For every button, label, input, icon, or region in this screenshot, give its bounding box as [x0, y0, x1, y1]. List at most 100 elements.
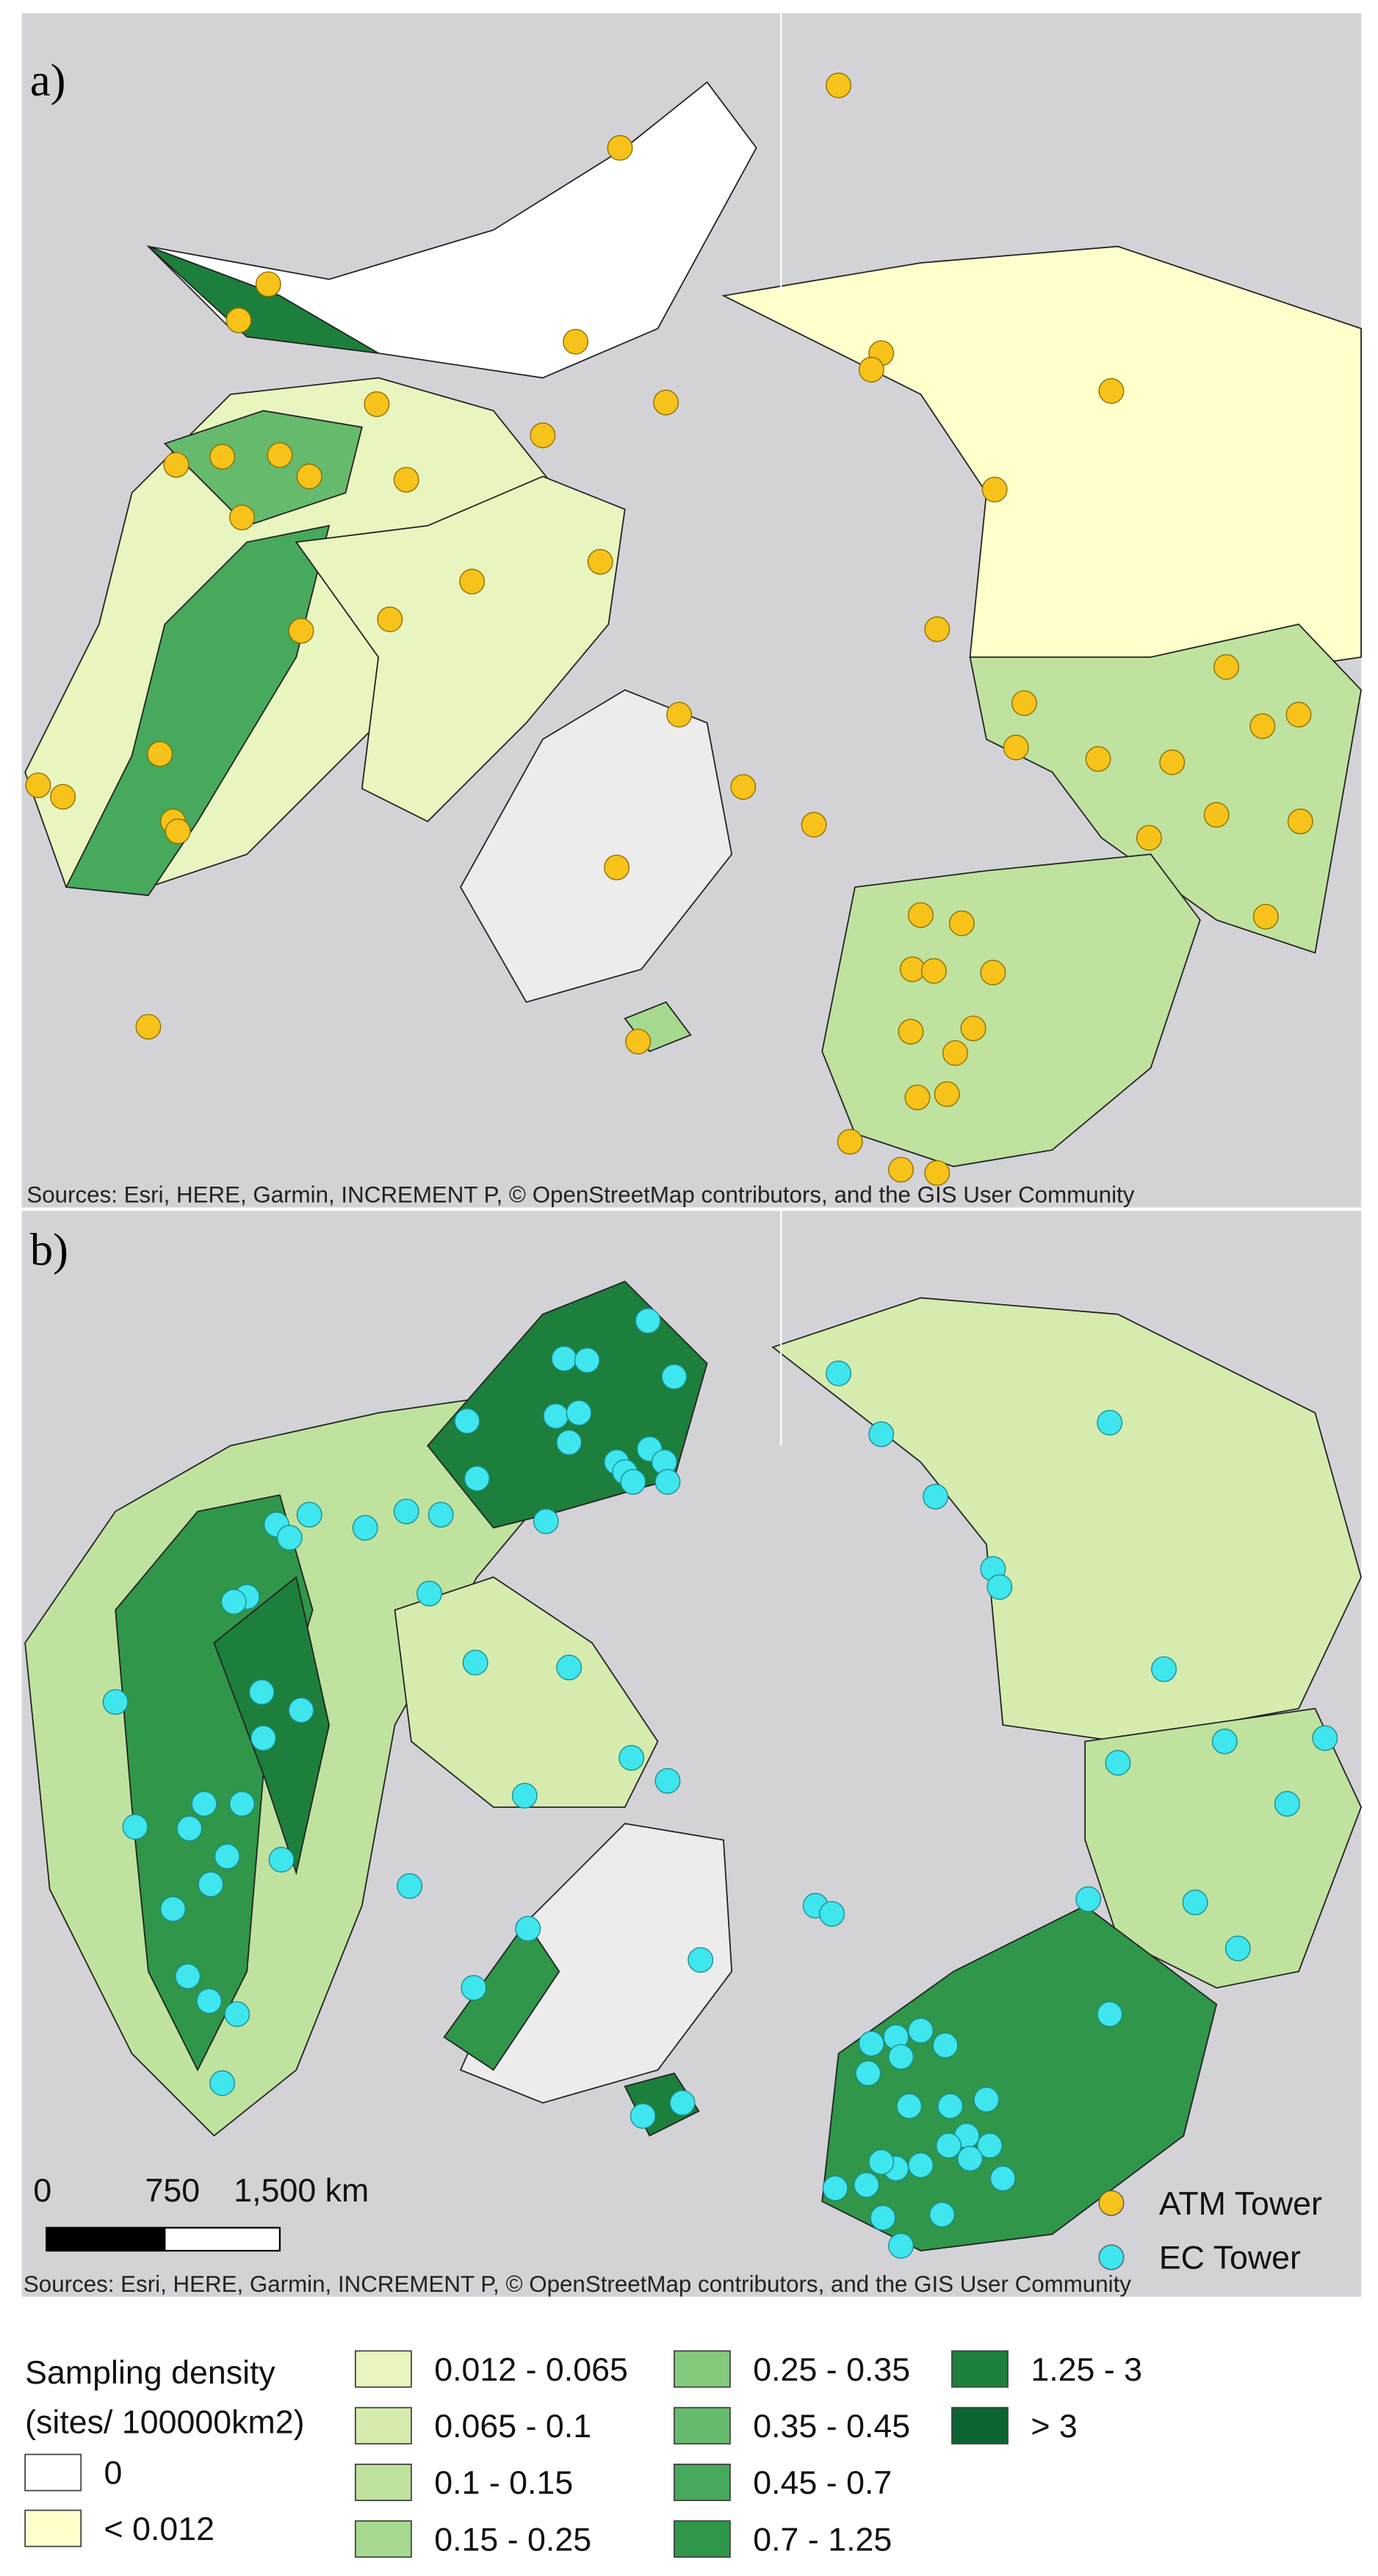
legend-label: 0 [104, 2455, 123, 2492]
atm-tower [393, 466, 419, 493]
ec-tower [191, 1791, 217, 1817]
land-region [459, 1823, 733, 2104]
atm-tower [25, 772, 51, 798]
ec-tower [515, 1916, 541, 1942]
legend-swatch [354, 2520, 412, 2558]
ec-tower [819, 1900, 845, 1927]
ec-tower [248, 1679, 275, 1705]
atm-tower [924, 616, 950, 643]
scale-label: 1,500 km [234, 2172, 369, 2209]
ec-tower [688, 1947, 714, 1973]
ec-tower [1151, 1656, 1177, 1682]
ec-tower [937, 2093, 964, 2119]
atm-tower [163, 452, 190, 478]
ec-tower [635, 1308, 661, 1334]
legend-title: Sampling density [25, 2354, 275, 2391]
legend-swatch [951, 2406, 1009, 2445]
source-note: Sources: Esri, HERE, Garmin, INCREMENT P… [26, 1182, 1134, 1208]
ec-tower [936, 2132, 962, 2159]
atm-tower [209, 444, 236, 470]
ec-tower [868, 1421, 895, 1447]
ec-tower [209, 2070, 236, 2096]
atm-tower [563, 328, 589, 355]
ec-tower [352, 1515, 378, 1541]
ec-tower [661, 1364, 688, 1390]
atm-tower [625, 1028, 652, 1054]
atm-tower [530, 422, 556, 449]
atm-tower [255, 271, 281, 297]
atm-tower [226, 307, 252, 333]
ec-tower [160, 1896, 186, 1922]
ec-tower [556, 1654, 582, 1681]
atm-tower [1098, 378, 1125, 404]
ec-tower [198, 1871, 224, 1897]
legend-marker [1098, 2244, 1125, 2271]
ec-tower [822, 2175, 848, 2201]
ec-tower [551, 1345, 577, 1372]
atm-tower [377, 606, 403, 632]
ec-tower [1097, 1410, 1123, 1436]
legend-swatch [673, 2406, 731, 2445]
source-note: Sources: Esri, HERE, Garmin, INCREMENT P… [24, 2271, 1131, 2297]
ec-tower [250, 1725, 277, 1751]
ec-tower [224, 2001, 250, 2027]
legend-swatch [951, 2350, 1009, 2388]
atm-tower [904, 1085, 931, 1110]
ec-tower [989, 2166, 1016, 2192]
ec-tower [618, 1745, 645, 1771]
ec-tower [654, 1469, 681, 1495]
ec-tower [870, 2204, 896, 2231]
atm-tower [888, 1157, 915, 1183]
ec-tower [888, 2232, 915, 2259]
ec-tower [574, 1347, 600, 1373]
ec-tower [229, 1791, 255, 1817]
ec-tower [276, 1524, 303, 1551]
legend-label: 0.15 - 0.25 [434, 2521, 591, 2558]
ec-tower [826, 1360, 852, 1386]
atm-tower [898, 1019, 924, 1045]
atm-tower [296, 463, 322, 490]
panel-label: b) [30, 1224, 68, 1276]
ec-tower [858, 2030, 884, 2057]
legend-swatch [354, 2463, 412, 2501]
legend-label: EC Tower [1159, 2240, 1301, 2276]
legend-label: 0.35 - 0.45 [753, 2408, 910, 2445]
atm-tower [1252, 903, 1279, 930]
legend-label: ATM Tower [1159, 2185, 1322, 2222]
atm-tower [604, 854, 630, 880]
atm-tower [826, 72, 852, 98]
atm-tower [920, 958, 947, 984]
atm-tower [858, 356, 884, 383]
ec-tower [888, 2044, 915, 2070]
atm-tower [899, 956, 926, 983]
land-region [394, 1576, 659, 1808]
atm-tower [50, 784, 76, 810]
atm-tower [981, 477, 1008, 503]
ec-tower [630, 2103, 656, 2130]
ec-tower [1182, 1889, 1208, 1916]
legend-swatch [354, 2350, 412, 2388]
ec-tower [288, 1697, 314, 1723]
atm-tower [1203, 802, 1230, 828]
legend-title: (sites/ 100000km2) [25, 2403, 304, 2440]
ec-tower [1105, 1750, 1131, 1776]
ec-tower [1075, 1886, 1102, 1912]
scale-bar [164, 2226, 281, 2252]
legend-swatch [673, 2463, 731, 2501]
atm-tower [135, 1013, 162, 1040]
legend-swatch [24, 2453, 82, 2492]
land-region [459, 689, 733, 1003]
ec-tower [463, 1466, 490, 1491]
ec-tower [511, 1782, 538, 1809]
ec-tower [923, 1483, 949, 1510]
land-region [148, 245, 379, 354]
ec-tower [854, 2172, 880, 2198]
atm-tower [607, 134, 633, 161]
ec-tower [973, 2086, 1000, 2113]
ec-tower [461, 1975, 487, 2001]
ec-tower [1224, 1935, 1251, 1961]
land-region [771, 1297, 1362, 1743]
atm-tower [1213, 654, 1240, 680]
scale-label: 0 [33, 2172, 51, 2209]
